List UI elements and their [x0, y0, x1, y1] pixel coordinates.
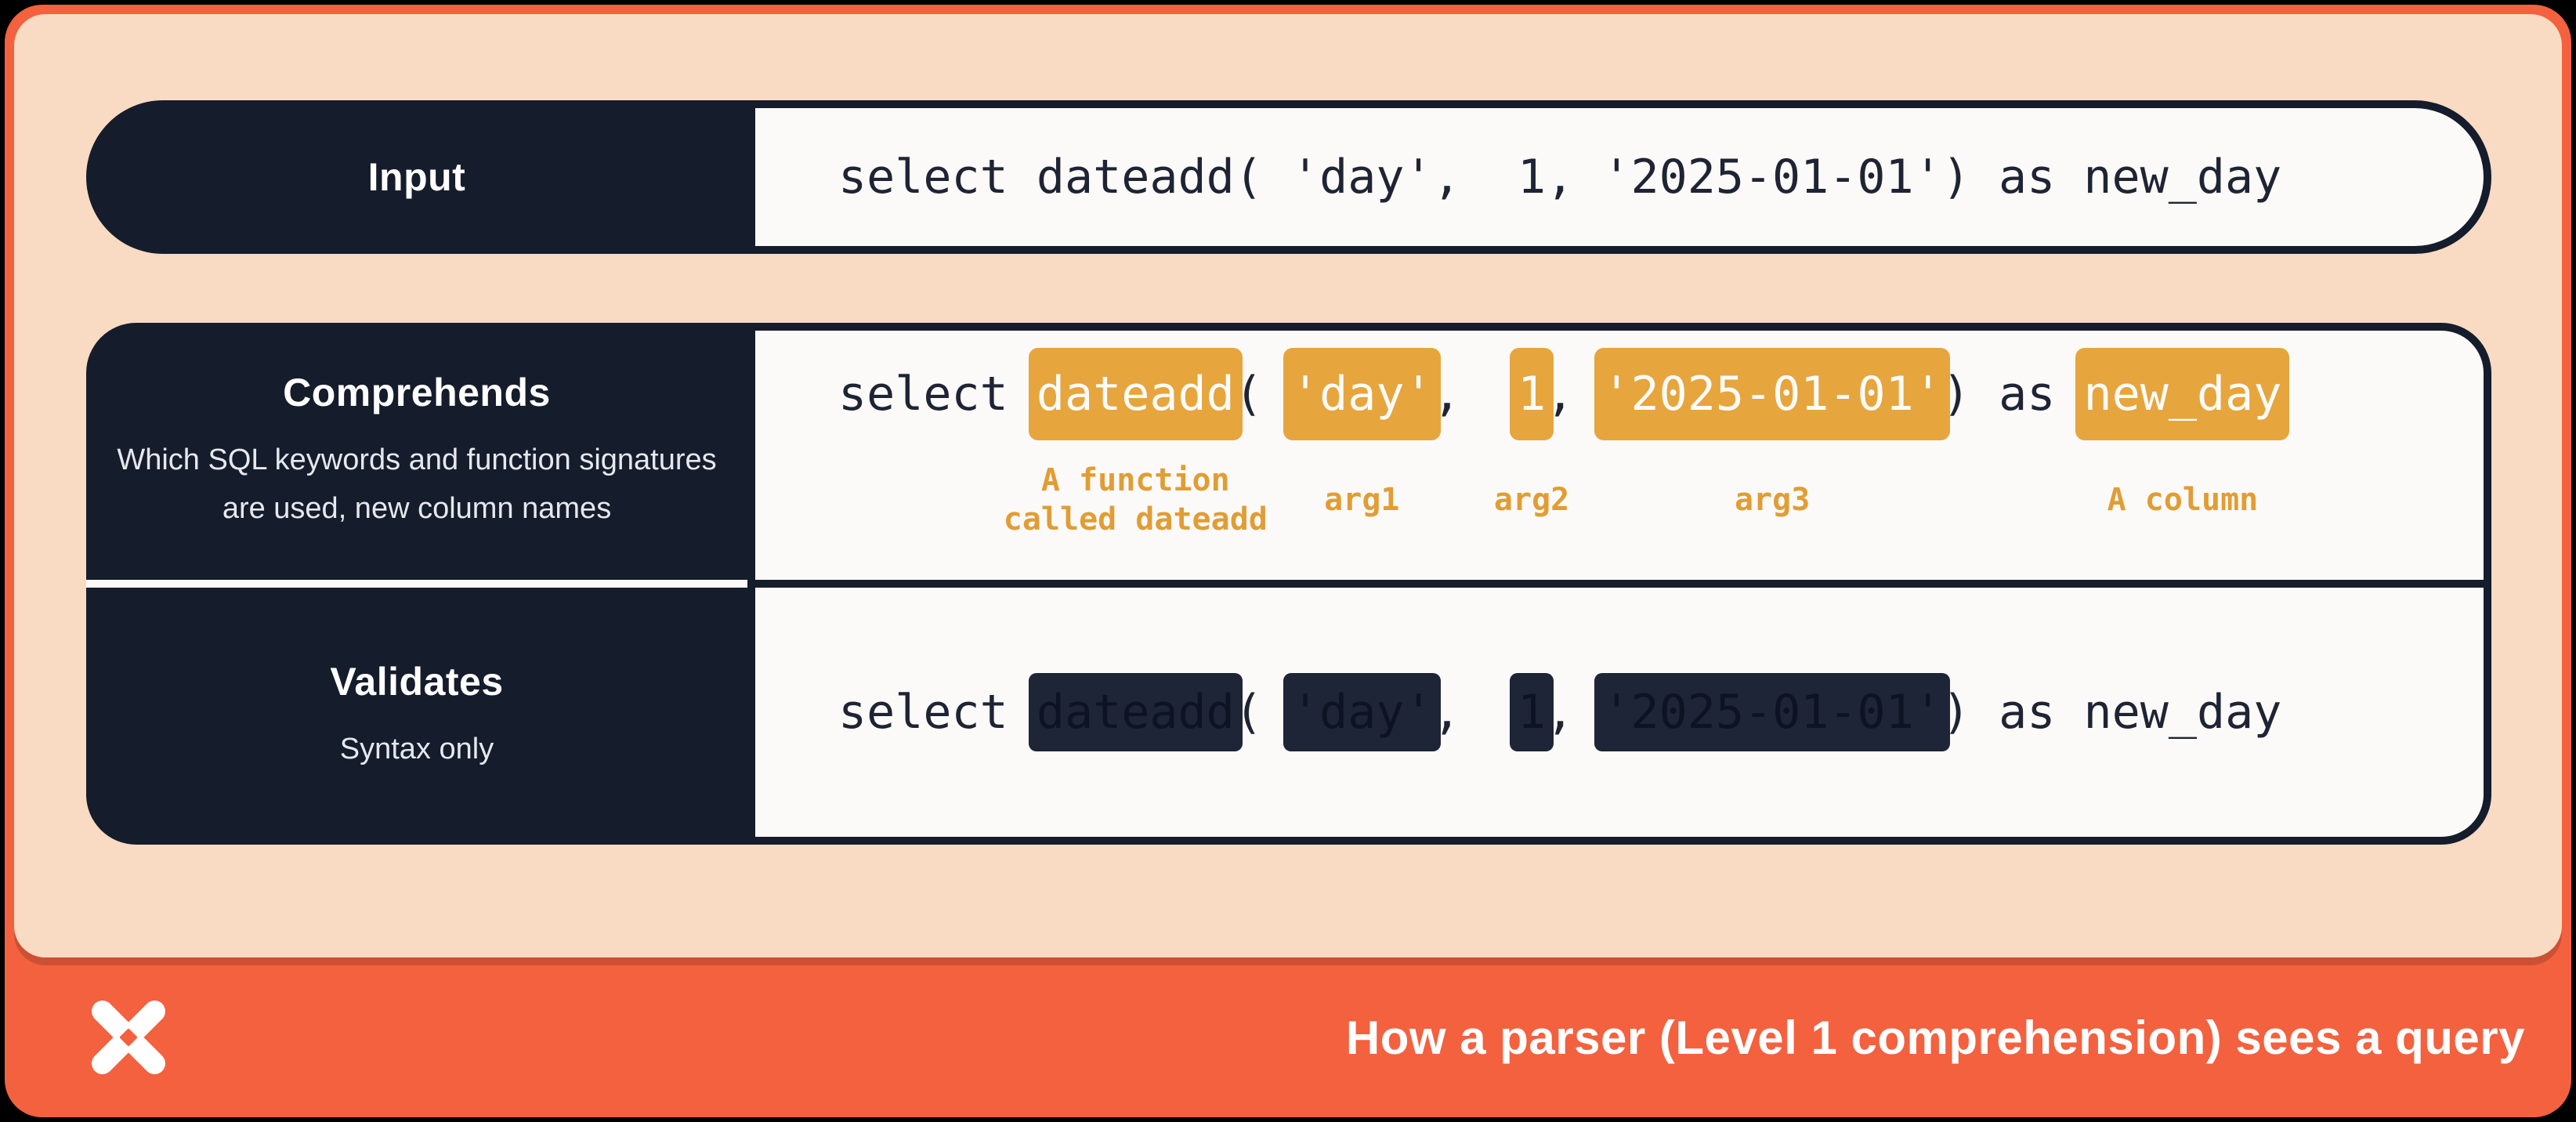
input-code-panel: select dateadd( 'day', 1, '2025-01-01') …: [747, 100, 2491, 254]
mid-left-column: Comprehends Which SQL keywords and funct…: [86, 323, 747, 845]
code-token-plain: ) as: [1941, 367, 2084, 422]
validates-title: Validates: [330, 660, 504, 704]
comprehends-code-area: select dateadd A function called dateadd(…: [755, 331, 2484, 580]
comprehends-label-panel: Comprehends Which SQL keywords and funct…: [86, 323, 747, 580]
comprehends-description: Which SQL keywords and function signatur…: [117, 443, 717, 525]
token-annotation: arg3: [1734, 482, 1811, 518]
code-token-highlight: '2025-01-01' arg3: [1594, 348, 1950, 518]
token-annotation: arg2: [1493, 482, 1570, 518]
code-token-redacted: dateadd: [1028, 673, 1243, 751]
footer-bar: How a parser (Level 1 comprehension) see…: [5, 957, 2571, 1117]
code-token-highlight: 1 arg2: [1494, 348, 1569, 518]
code-token-plain: ,: [1432, 367, 1518, 422]
token-annotation: A function called dateadd: [1003, 462, 1268, 537]
footer-title: How a parser (Level 1 comprehension) see…: [1345, 1011, 2525, 1064]
code-token-redacted: 'day': [1283, 673, 1441, 751]
token-annotation: arg1: [1324, 482, 1400, 518]
left-column-divider: [86, 580, 747, 588]
token-annotation: A column: [2107, 482, 2259, 518]
dbt-logo-icon: [90, 999, 167, 1076]
right-panel-divider: [755, 580, 2484, 588]
code-token-plain: ,: [1432, 685, 1518, 740]
code-token-highlight: dateadd A function called dateadd: [1004, 348, 1268, 537]
code-token-plain: (: [1234, 685, 1291, 740]
input-label: Input: [367, 155, 466, 199]
code-token-redacted: '2025-01-01': [1594, 673, 1950, 751]
validates-code-area: select dateadd( 'day', 1, '2025-01-01') …: [755, 588, 2484, 837]
input-row: Input select dateadd( 'day', 1, '2025-01…: [86, 100, 2491, 254]
code-token-plain: select: [838, 685, 1037, 740]
comprehends-code: select dateadd A function called dateadd(…: [838, 348, 2484, 537]
code-token-redacted: 1: [1510, 673, 1554, 751]
code-token-plain: new_day: [2083, 685, 2282, 740]
input-code: select dateadd( 'day', 1, '2025-01-01') …: [838, 150, 2282, 204]
parser-view-card: Comprehends Which SQL keywords and funct…: [86, 323, 2491, 845]
validates-label-panel: Validates Syntax only: [86, 588, 747, 845]
validates-code: select dateadd( 'day', 1, '2025-01-01') …: [838, 673, 2282, 751]
mid-right-panel: select dateadd A function called dateadd(…: [747, 323, 2491, 845]
code-token-highlight: 'day' arg1: [1283, 348, 1441, 518]
diagram-card: Input select dateadd( 'day', 1, '2025-01…: [5, 5, 2571, 1117]
code-token-plain: select: [838, 367, 1037, 422]
validates-description: Syntax only: [339, 733, 494, 765]
input-label-panel: Input: [86, 100, 747, 254]
code-token-plain: ) as: [1941, 685, 2084, 740]
code-token-plain: ,: [1546, 685, 1603, 740]
code-token-highlight: new_day A column: [2075, 348, 2290, 518]
comprehends-title: Comprehends: [283, 371, 551, 414]
